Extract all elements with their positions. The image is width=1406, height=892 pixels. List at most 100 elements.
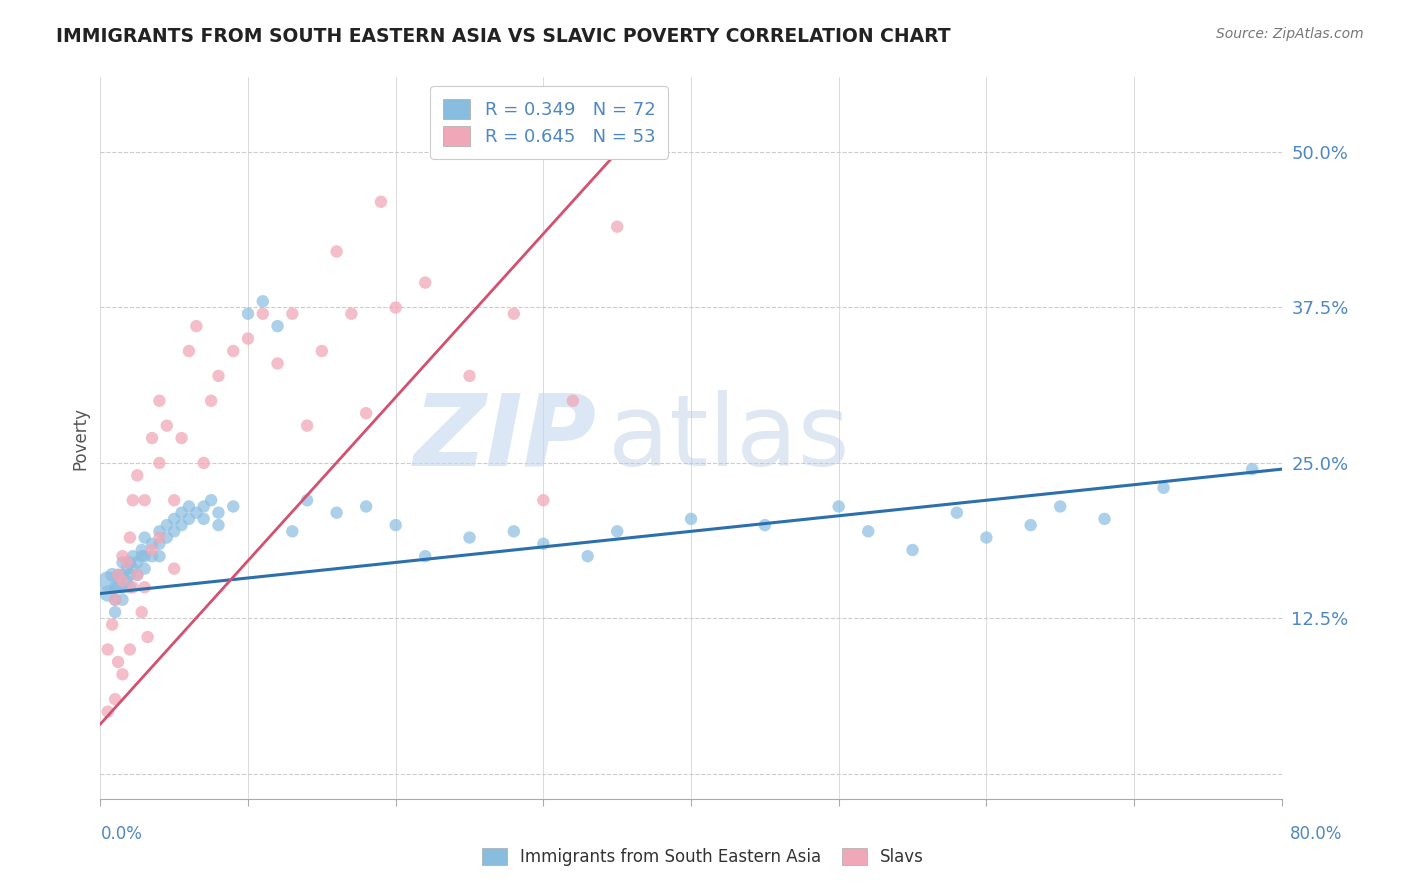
Point — [118, 642, 141, 657]
Point — [141, 543, 163, 558]
Point — [236, 332, 259, 346]
Point — [107, 567, 129, 582]
Point — [207, 368, 229, 383]
Point — [325, 244, 347, 259]
Point — [127, 567, 149, 582]
Point — [295, 493, 318, 508]
Point — [148, 524, 170, 539]
Point — [281, 307, 304, 321]
Point — [111, 580, 134, 594]
Point — [177, 512, 200, 526]
Point — [200, 493, 222, 508]
Point — [148, 456, 170, 470]
Point — [193, 500, 215, 514]
Point — [1049, 500, 1071, 514]
Y-axis label: Poverty: Poverty — [72, 407, 89, 469]
Point — [458, 368, 481, 383]
Point — [413, 549, 436, 564]
Point — [946, 506, 969, 520]
Point — [131, 549, 153, 564]
Point — [111, 556, 134, 570]
Point — [170, 506, 193, 520]
Point — [531, 537, 554, 551]
Point — [186, 506, 208, 520]
Point — [148, 549, 170, 564]
Point — [901, 543, 924, 558]
Legend: R = 0.349   N = 72, R = 0.645   N = 53: R = 0.349 N = 72, R = 0.645 N = 53 — [430, 87, 668, 159]
Point — [186, 319, 208, 334]
Point — [754, 518, 776, 533]
Point — [134, 549, 156, 564]
Point — [127, 567, 149, 582]
Point — [115, 561, 138, 575]
Point — [97, 705, 120, 719]
Point — [222, 344, 245, 359]
Point — [252, 294, 274, 309]
Point — [200, 393, 222, 408]
Point — [118, 580, 141, 594]
Point — [107, 580, 129, 594]
Point — [170, 431, 193, 445]
Point — [222, 500, 245, 514]
Point — [115, 574, 138, 588]
Point — [458, 531, 481, 545]
Point — [193, 512, 215, 526]
Point — [502, 524, 524, 539]
Point — [104, 692, 127, 706]
Text: 80.0%: 80.0% — [1291, 825, 1343, 843]
Point — [1153, 481, 1175, 495]
Text: ZIP: ZIP — [413, 390, 596, 486]
Point — [502, 307, 524, 321]
Point — [828, 500, 851, 514]
Point — [384, 518, 406, 533]
Point — [1094, 512, 1116, 526]
Point — [101, 617, 124, 632]
Point — [266, 356, 288, 370]
Point — [134, 493, 156, 508]
Point — [531, 493, 554, 508]
Point — [177, 500, 200, 514]
Point — [193, 456, 215, 470]
Point — [97, 574, 120, 588]
Point — [104, 605, 127, 619]
Point — [561, 393, 583, 408]
Point — [266, 319, 288, 334]
Point — [111, 574, 134, 588]
Text: 0.0%: 0.0% — [101, 825, 143, 843]
Point — [111, 567, 134, 582]
Point — [121, 561, 143, 575]
Point — [121, 580, 143, 594]
Point — [131, 605, 153, 619]
Legend: Immigrants from South Eastern Asia, Slavs: Immigrants from South Eastern Asia, Slav… — [474, 840, 932, 875]
Point — [384, 301, 406, 315]
Point — [354, 406, 377, 420]
Point — [163, 561, 186, 575]
Point — [148, 537, 170, 551]
Point — [115, 556, 138, 570]
Point — [111, 592, 134, 607]
Point — [111, 667, 134, 681]
Point — [370, 194, 392, 209]
Point — [340, 307, 363, 321]
Point — [141, 537, 163, 551]
Point — [311, 344, 333, 359]
Point — [121, 549, 143, 564]
Point — [118, 556, 141, 570]
Point — [606, 219, 628, 234]
Point — [148, 531, 170, 545]
Point — [156, 531, 179, 545]
Point — [295, 418, 318, 433]
Point — [148, 393, 170, 408]
Point — [858, 524, 880, 539]
Point — [134, 580, 156, 594]
Point — [118, 567, 141, 582]
Point — [101, 567, 124, 582]
Point — [118, 531, 141, 545]
Point — [236, 307, 259, 321]
Point — [679, 512, 702, 526]
Point — [163, 512, 186, 526]
Point — [127, 468, 149, 483]
Point — [1019, 518, 1042, 533]
Point — [121, 493, 143, 508]
Point — [976, 531, 998, 545]
